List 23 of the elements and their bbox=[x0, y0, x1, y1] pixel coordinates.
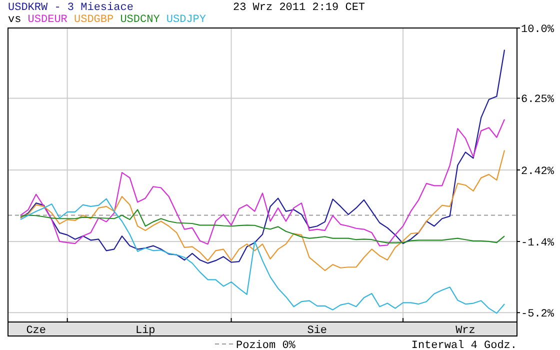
y-tick-label: 6.25% bbox=[521, 94, 554, 106]
line-series bbox=[20, 198, 506, 314]
y-tick-label: 10.0% bbox=[521, 24, 554, 36]
line-series bbox=[20, 49, 506, 264]
text: Interwal 4 Godz. bbox=[411, 340, 517, 350]
y-tick-label: -1.4% bbox=[521, 237, 554, 250]
legend-label: Poziom 0% bbox=[236, 340, 296, 350]
line-series bbox=[20, 150, 506, 272]
chart-subtitle: 23 Wrz 2011 2:19 CET bbox=[233, 2, 366, 14]
line-series bbox=[20, 118, 506, 246]
text: USDGBP bbox=[74, 14, 114, 26]
text: USDJPY bbox=[166, 14, 206, 26]
x-tick-label: Lip bbox=[135, 325, 156, 337]
chart-title: USDKRW - 3 Miesiace bbox=[8, 2, 134, 14]
text: USDCNY bbox=[120, 14, 160, 26]
y-tick-label: 2.42% bbox=[521, 166, 554, 178]
legend-title: vs bbox=[8, 14, 22, 26]
x-tick-label: Wrz bbox=[456, 325, 476, 337]
line-series bbox=[20, 209, 506, 244]
y-tick-label: -5.2% bbox=[521, 308, 554, 320]
x-tick-label: Sie bbox=[307, 325, 328, 337]
text: USDEUR bbox=[28, 14, 68, 26]
x-tick-label: Cze bbox=[26, 325, 46, 337]
